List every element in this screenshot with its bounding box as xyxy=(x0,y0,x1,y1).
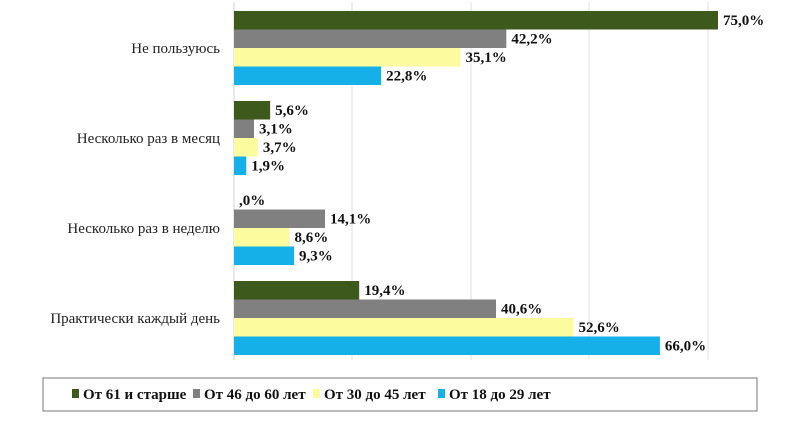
legend-label: От 61 и старше xyxy=(83,387,187,403)
bar xyxy=(234,138,258,157)
data-label: 22,8% xyxy=(386,69,427,85)
bar xyxy=(234,246,295,265)
data-label: 19,4% xyxy=(364,283,405,299)
data-label: ,0% xyxy=(239,193,265,209)
category-label: Практически каждый день xyxy=(50,311,220,327)
data-label: 66,0% xyxy=(665,339,706,355)
legend-swatch xyxy=(72,389,79,398)
legend-swatch xyxy=(313,389,320,398)
legend-box xyxy=(42,377,758,412)
data-label: 75,0% xyxy=(723,13,764,29)
data-label: 35,1% xyxy=(466,50,507,66)
bar xyxy=(234,29,507,48)
data-label: 14,1% xyxy=(330,212,371,228)
data-label: 3,7% xyxy=(263,140,297,156)
bar xyxy=(234,156,247,175)
legend-swatch xyxy=(193,389,200,398)
category-label: Несколько раз в месяц xyxy=(77,131,220,147)
data-label: 52,6% xyxy=(578,320,619,336)
data-label: 5,6% xyxy=(275,103,309,119)
bar xyxy=(234,101,271,120)
legend-label: От 30 до 45 лет xyxy=(324,387,426,403)
category-label: Не пользуюсь xyxy=(131,41,220,57)
bar xyxy=(234,11,718,30)
bar xyxy=(234,299,497,318)
data-label: 1,9% xyxy=(251,159,285,175)
legend-label: От 46 до 60 лет xyxy=(204,387,306,403)
data-label: 42,2% xyxy=(511,32,552,48)
data-label: 40,6% xyxy=(501,302,542,318)
legend-label: От 18 до 29 лет xyxy=(449,387,551,403)
category-label: Несколько раз в неделю xyxy=(67,221,220,237)
bar xyxy=(234,336,660,355)
bar xyxy=(234,228,290,247)
data-label: 3,1% xyxy=(259,122,293,138)
bar xyxy=(234,209,325,228)
bar xyxy=(234,281,360,300)
bar xyxy=(234,119,255,138)
bar xyxy=(234,318,574,337)
legend-swatch xyxy=(438,389,445,398)
bar xyxy=(234,66,382,85)
data-label: 8,6% xyxy=(294,230,328,246)
data-label: 9,3% xyxy=(299,249,333,265)
bar xyxy=(234,48,461,67)
